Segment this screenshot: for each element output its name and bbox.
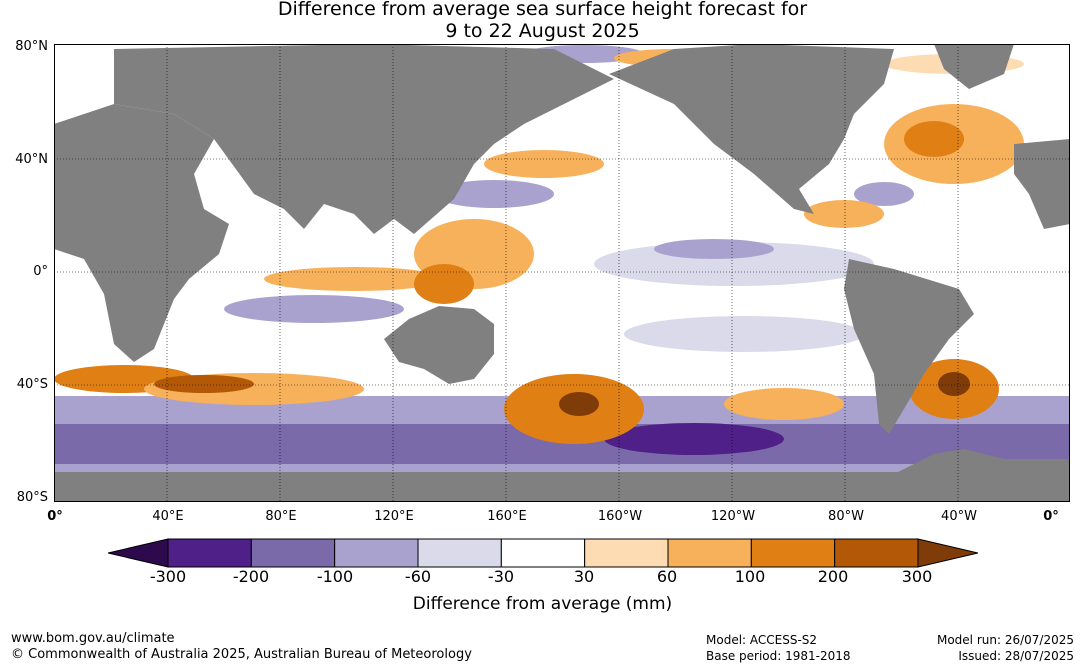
- lat-label-80s: 80°S: [16, 490, 48, 505]
- land-antarctica: [54, 472, 1070, 502]
- lon-label-40e: 40°E: [152, 509, 184, 524]
- map-frame: [54, 44, 1070, 502]
- gulf-stream-negative: [854, 182, 914, 206]
- indian-ocean-positive-anomaly: [264, 267, 444, 291]
- colorbar-bins: [167, 538, 919, 568]
- footer-model-run: Model run: 26/07/2025: [936, 633, 1074, 647]
- land-greenland: [934, 44, 1014, 89]
- footer-base-period: Base period: 1981-2018: [706, 649, 851, 663]
- maritime-continent-positive: [414, 264, 474, 304]
- colorbar: [108, 538, 978, 568]
- lon-label-80e: 80°E: [265, 509, 297, 524]
- lon-label-120w: 120°W: [710, 509, 756, 524]
- lon-label-40w: 40°W: [941, 509, 977, 524]
- title-line-2: 9 to 22 August 2025: [445, 20, 640, 42]
- chart-title: Difference from average sea surface heig…: [0, 0, 1085, 42]
- north-atlantic-strong-positive: [904, 121, 964, 157]
- colorbar-tick-5: 30: [573, 567, 595, 586]
- land-south-america: [844, 259, 974, 434]
- lon-label-160w: 160°W: [597, 509, 643, 524]
- colorbar-extend-high: [917, 538, 978, 568]
- land-australia: [384, 306, 494, 384]
- colorbar-bin-6: [667, 538, 752, 568]
- graticule: [54, 44, 1070, 502]
- footer-website: www.bom.gov.au/climate: [11, 631, 175, 646]
- land-africa-europe: [54, 104, 229, 362]
- colorbar-tick-1: -200: [232, 567, 270, 586]
- colorbar-tick-4: -30: [487, 567, 515, 586]
- colorbar-tick-8: 200: [817, 567, 849, 586]
- colorbar-bin-0: [167, 538, 252, 568]
- south-indian-strong-positive: [154, 375, 254, 393]
- kuroshio-negative-anomaly: [434, 180, 554, 208]
- land-eurasia: [114, 44, 614, 234]
- colorbar-extend-low: [108, 538, 169, 568]
- colorbar-bin-8: [834, 538, 919, 568]
- colorbar-bin-7: [750, 538, 836, 568]
- colorbar-tick-9: 300: [901, 567, 933, 586]
- south-pacific-negative-anomaly: [604, 423, 784, 455]
- footer-copyright: © Commonwealth of Australia 2025, Austra…: [11, 647, 472, 662]
- land-antarctic-peninsula: [894, 449, 1070, 474]
- lon-label-0-right: 0°: [1043, 509, 1059, 524]
- land-north-america: [609, 44, 894, 214]
- caribbean-positive-anomaly: [804, 200, 884, 228]
- colorbar-tick-2: -100: [316, 567, 354, 586]
- colorbar-tick-6: 60: [656, 567, 678, 586]
- colorbar-tick-3: -60: [404, 567, 432, 586]
- colorbar-title: Difference from average (mm): [412, 594, 673, 614]
- south-pacific-positive-anomaly: [724, 388, 844, 420]
- lon-label-0-left: 0°: [47, 509, 63, 524]
- land-europe-west: [1014, 139, 1070, 229]
- indian-ocean-negative-anomaly: [224, 295, 404, 323]
- lat-label-0: 0°: [33, 264, 48, 279]
- lon-label-120e: 120°E: [374, 509, 414, 524]
- colorbar-bin-5: [584, 538, 669, 568]
- lat-label-80n: 80°N: [15, 39, 48, 54]
- south-pacific-negative-tongue: [624, 316, 864, 352]
- footer-issued: Issued: 28/07/2025: [958, 649, 1074, 663]
- lon-label-80w: 80°W: [828, 509, 864, 524]
- sea-surface-height-map: [54, 44, 1070, 502]
- land-masses: [54, 44, 1070, 502]
- colorbar-tick-7: 100: [734, 567, 766, 586]
- equatorial-pacific-strong-negative: [654, 239, 774, 259]
- argentine-basin-strong-positive: [938, 372, 970, 396]
- kuroshio-positive-anomaly: [484, 150, 604, 178]
- colorbar-tick-0: -300: [149, 567, 187, 586]
- colorbar-bin-2: [334, 538, 419, 568]
- lat-label-40s: 40°S: [16, 377, 48, 392]
- colorbar-bin-3: [417, 538, 502, 568]
- title-line-1: Difference from average sea surface heig…: [277, 0, 808, 20]
- tasman-strong-positive: [559, 392, 599, 416]
- footer-model: Model: ACCESS-S2: [706, 633, 818, 647]
- lat-label-40n: 40°N: [15, 152, 48, 167]
- lon-label-160e: 160°E: [487, 509, 527, 524]
- colorbar-bin-1: [250, 538, 336, 568]
- colorbar-bin-4: [500, 538, 586, 568]
